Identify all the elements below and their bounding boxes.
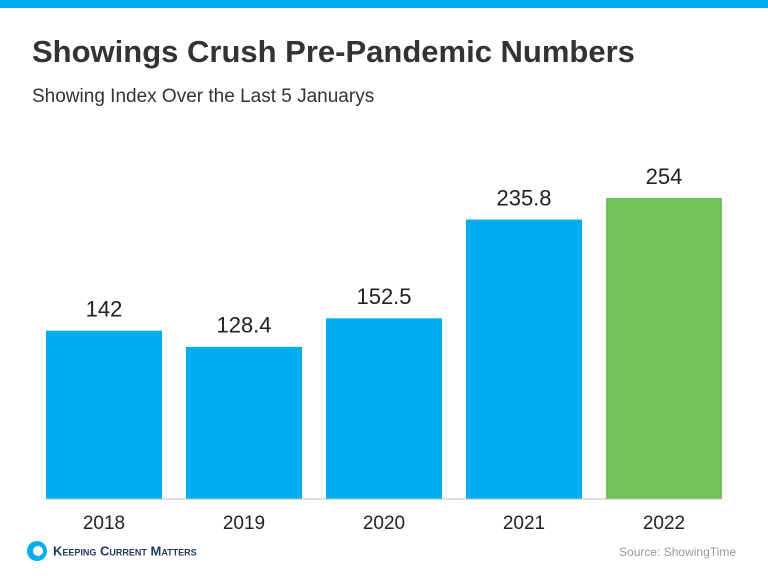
value-label: 254 [646,164,683,189]
bar [46,330,162,499]
x-tick-label: 2018 [83,513,125,534]
bar [466,219,582,499]
x-tick-label: 2021 [503,513,545,534]
brand: Keeping Current Matters [27,541,197,561]
value-label: 152.5 [356,284,411,309]
source: Source: ShowingTime [619,545,736,559]
value-label: 142 [86,297,123,322]
brand-logo-inner [33,546,43,556]
top-stripe [0,0,768,8]
value-label: 235.8 [496,185,551,210]
bar [326,318,442,499]
bar [186,346,302,499]
chart-title: Showings Crush Pre-Pandemic Numbers [32,34,635,69]
bar [606,198,722,499]
brand-name: Keeping Current Matters [53,543,197,558]
x-tick-label: 2019 [223,513,265,534]
chart-subtitle: Showing Index Over the Last 5 Januarys [32,86,374,107]
x-tick-label: 2022 [643,513,685,534]
value-label: 128.4 [216,313,271,338]
x-tick-label: 2020 [363,513,405,534]
